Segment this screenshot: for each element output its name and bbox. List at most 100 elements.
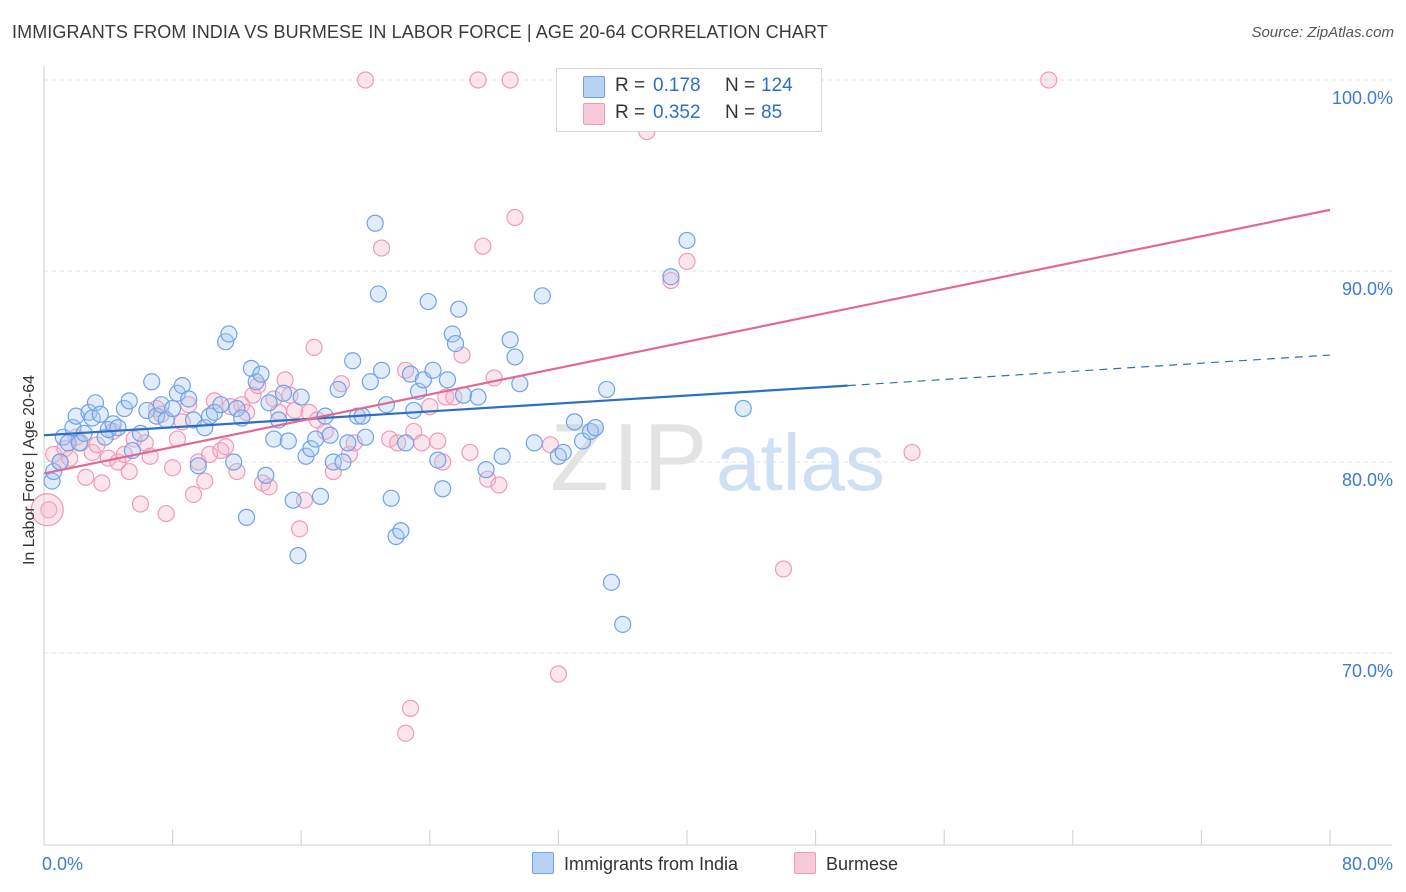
india-point	[361, 373, 379, 391]
india-point	[382, 489, 400, 507]
india-point	[109, 419, 127, 437]
burmese-point	[77, 468, 95, 486]
y-axis-label: In Labor Force | Age 20-64	[21, 374, 38, 566]
r-label: R =	[615, 102, 646, 123]
india-point	[405, 401, 423, 420]
y-tick-label: 70.0%	[1342, 661, 1393, 681]
burmese-point	[461, 443, 479, 462]
x-tick-labels: 0.0% 80.0%	[42, 854, 1393, 874]
burmese-point	[217, 438, 235, 456]
watermark-zip: ZIP	[550, 404, 711, 511]
burmese-point	[131, 495, 150, 513]
chart-title: IMMIGRANTS FROM INDIA VS BURMESE IN LABO…	[12, 22, 828, 42]
stats-row-india: R = 0.178 N = 124	[557, 73, 821, 99]
burmese-point	[305, 338, 323, 356]
burmese-point	[401, 699, 420, 717]
stats-swatch-burmese	[583, 103, 605, 125]
x-tick-label-max: 80.0%	[1342, 854, 1393, 874]
legend-item-india: Immigrants from India	[532, 852, 738, 875]
watermark: ZIP atlas	[550, 404, 885, 511]
legend-label-india: Immigrants from India	[564, 854, 739, 874]
india-point	[477, 461, 495, 479]
india-point	[51, 453, 69, 471]
india-point	[289, 546, 307, 565]
stats-box: R = 0.178 N = 124 R = 0.352 N = 85	[556, 68, 822, 132]
grid-lines	[44, 79, 1392, 654]
burmese-point	[678, 252, 696, 271]
india-point	[450, 300, 468, 318]
india-point	[311, 487, 330, 505]
india-point	[164, 399, 182, 418]
india-point	[70, 434, 88, 452]
india-point	[260, 394, 278, 412]
n-value: 124	[761, 75, 793, 96]
india-point	[397, 434, 415, 452]
india-point	[565, 413, 584, 431]
india-trend-line	[43, 384, 848, 437]
legend-swatch-burmese	[794, 852, 816, 874]
india-point	[533, 287, 551, 305]
india-point	[554, 443, 572, 462]
source-label: Source: ZipAtlas.com	[1251, 24, 1394, 41]
india-point	[369, 285, 387, 303]
india-point	[525, 434, 543, 452]
burmese-point	[244, 386, 262, 404]
burmese-point	[180, 396, 198, 414]
r-value: 0.352	[653, 102, 701, 123]
burmese-point	[429, 432, 447, 450]
burmese-point	[200, 445, 219, 463]
r-value: 0.178	[653, 75, 701, 96]
burmese-point	[474, 237, 492, 255]
india-point	[292, 388, 310, 406]
burmese-point	[196, 472, 214, 490]
y-tick-labels: 70.0% 80.0% 90.0% 100.0%	[1332, 88, 1393, 681]
burmese-point	[662, 271, 680, 290]
axes	[43, 66, 1392, 846]
burmese-point	[1040, 71, 1058, 89]
burmese-point	[228, 462, 246, 481]
india-point	[307, 430, 325, 448]
india-point	[143, 373, 161, 391]
legend-swatch-india	[532, 852, 554, 874]
india-point	[302, 440, 320, 458]
burmese-point	[157, 504, 175, 523]
india-point	[429, 451, 447, 469]
burmese-point	[506, 208, 524, 227]
india-point	[321, 426, 339, 444]
india-trend-extension	[847, 354, 1331, 387]
india-point	[324, 453, 342, 471]
india-point	[434, 480, 452, 498]
burmese-point	[903, 443, 921, 462]
burmese-point	[774, 560, 793, 578]
burmese-point	[549, 665, 568, 683]
india-point	[392, 522, 410, 540]
india-point	[242, 359, 260, 378]
burmese-point	[490, 476, 508, 494]
india-point	[662, 268, 680, 286]
india-point	[180, 390, 198, 408]
burmese-point	[40, 501, 58, 519]
india-point	[212, 396, 230, 414]
x-tick-label-min: 0.0%	[42, 854, 83, 874]
y-tick-label: 100.0%	[1332, 88, 1393, 108]
burmese-point	[356, 71, 375, 89]
india-point	[586, 419, 604, 437]
india-point	[366, 214, 384, 232]
burmese-point	[290, 520, 309, 538]
india-point	[334, 453, 352, 471]
india-points	[43, 214, 752, 633]
burmese-point-large	[30, 493, 64, 527]
india-point	[446, 334, 465, 353]
india-point	[131, 424, 150, 442]
burmese-point	[485, 369, 503, 387]
r-label: R =	[615, 75, 646, 96]
n-label: N =	[725, 75, 756, 96]
india-point	[237, 508, 256, 526]
y-tick-label: 80.0%	[1342, 470, 1393, 490]
burmese-point	[164, 459, 182, 477]
trend-lines	[43, 208, 1331, 475]
watermark-atlas: atlas	[716, 418, 885, 507]
india-point	[329, 380, 347, 399]
burmese-point	[372, 239, 391, 257]
